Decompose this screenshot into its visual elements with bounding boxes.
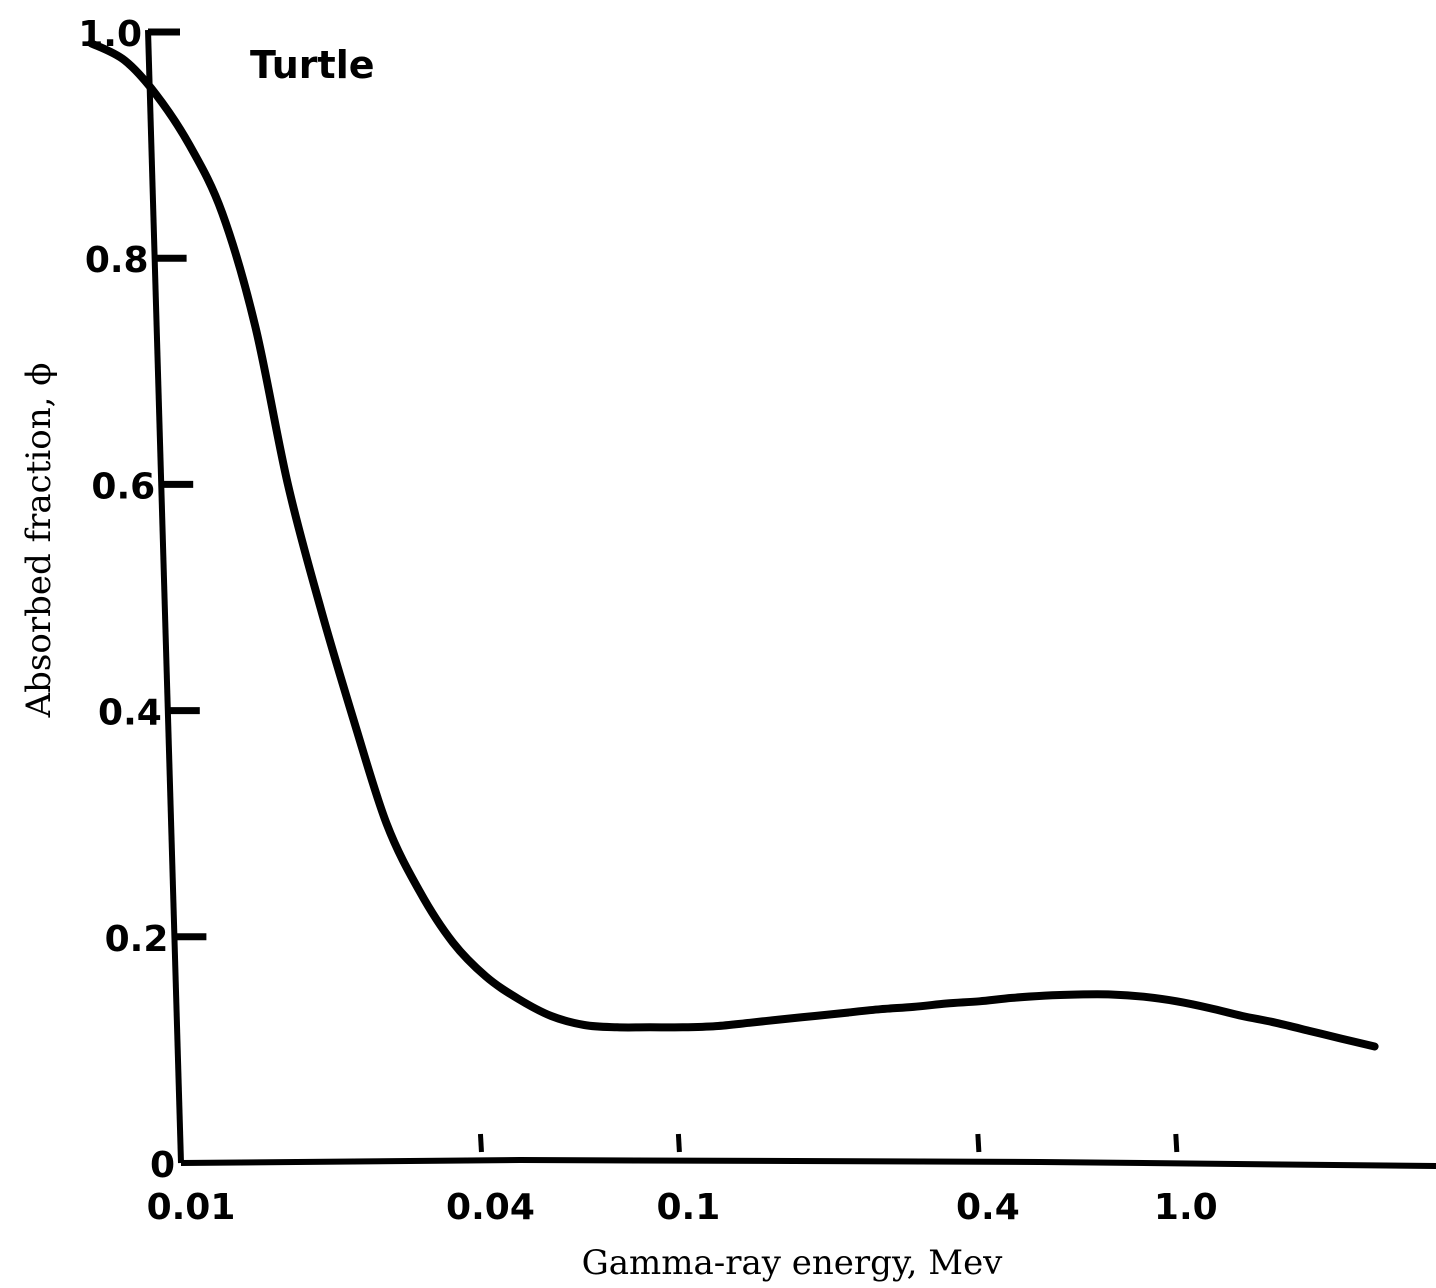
x-tick-label: 1.0: [1154, 1187, 1218, 1228]
x-tick-mark: [1173, 1133, 1180, 1153]
x-tick-mark: [675, 1133, 682, 1153]
x-tick-mark: [477, 1133, 484, 1153]
y-tick-label: 0.4: [98, 693, 162, 734]
x-tick-label: 0.04: [446, 1187, 535, 1228]
y-axis-title: Absorbed fraction, ϕ: [19, 363, 59, 719]
x-axis-title: Gamma-ray energy, Mev: [582, 1243, 1004, 1283]
y-tick-label: 0.2: [105, 919, 169, 960]
y-tick-label: 0.6: [91, 466, 155, 507]
series-line: [87, 39, 1379, 1051]
x-tick-label: 0.01: [147, 1187, 236, 1228]
y-tick-label: 0.8: [85, 240, 149, 281]
x-tick-mark: [975, 1133, 982, 1153]
x-axis-line: [180, 1156, 1436, 1169]
chart-title: Turtle: [250, 43, 375, 87]
x-tick-label: 0.4: [956, 1187, 1020, 1228]
x-tick-label: 0.1: [657, 1187, 721, 1228]
y-ticks: 00.20.40.60.81.0: [78, 14, 207, 1186]
y-tick-label: 0: [150, 1145, 175, 1186]
x-ticks: 0.01 0.04 0.1 0.4 1.0: [147, 1133, 1218, 1228]
y-axis-line: [145, 29, 184, 1164]
